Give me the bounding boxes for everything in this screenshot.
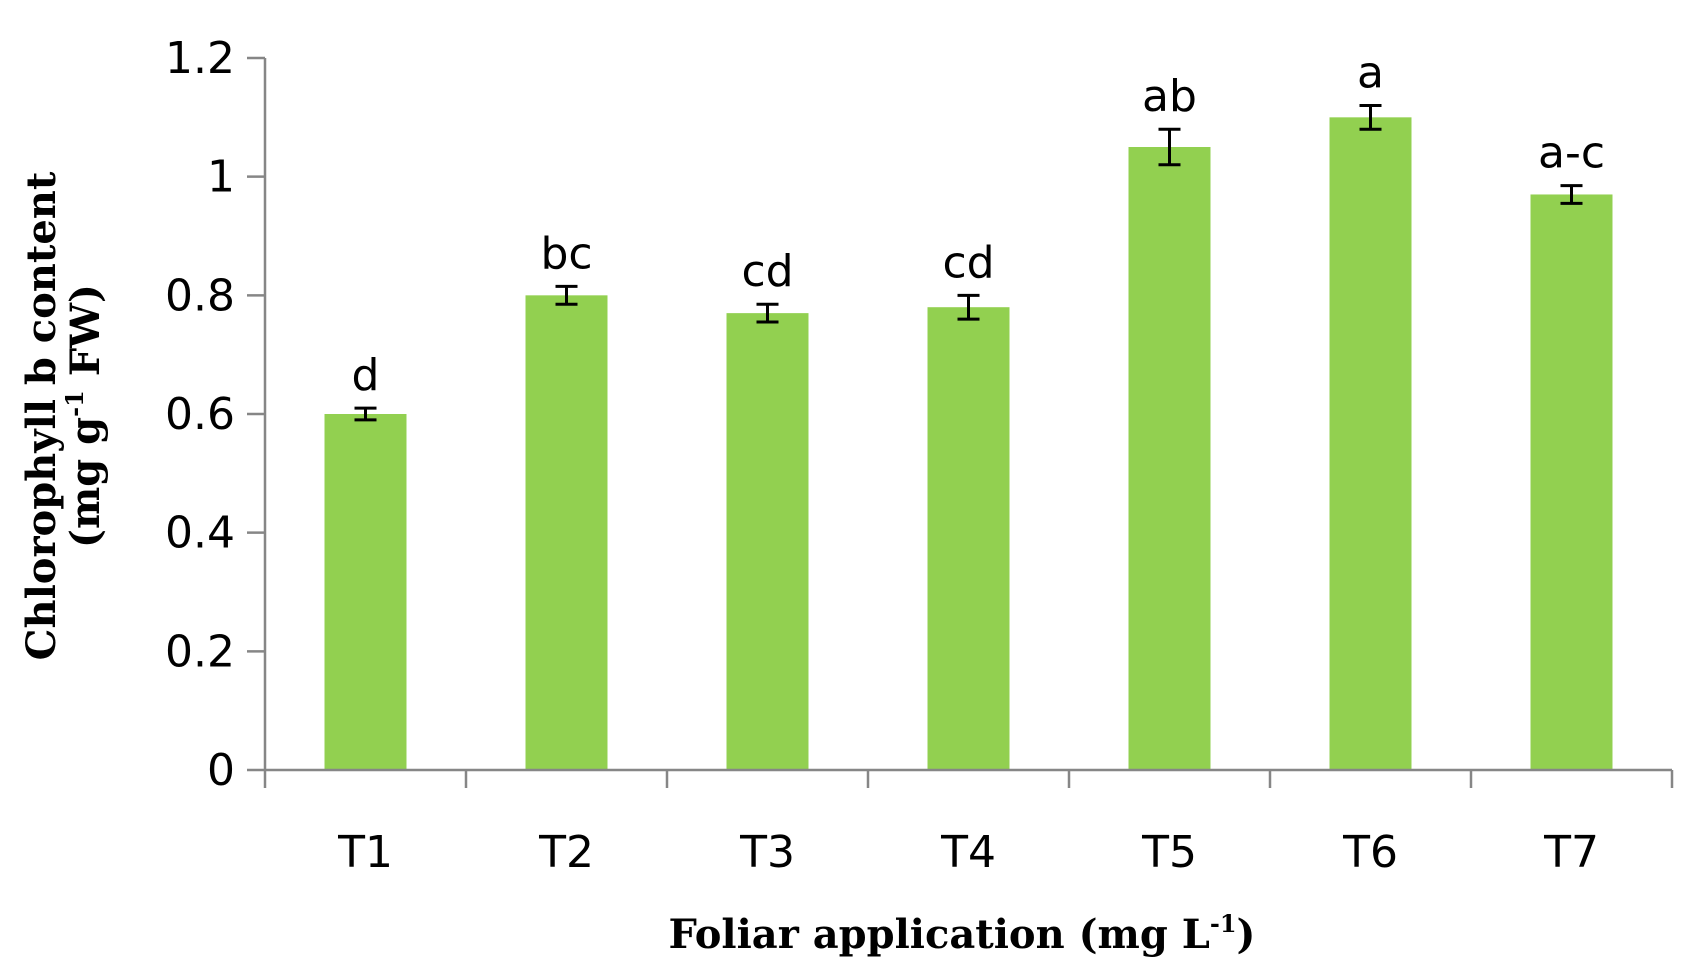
y-axis-title-line2-main: (mg g [62,417,109,548]
significance-label: a-c [1538,128,1605,179]
x-axis-title: Foliar application (mg L-1) [669,909,1256,958]
bar-t6 [1329,117,1412,771]
error-bar-t4 [957,293,980,321]
x-category-label: T1 [337,827,393,878]
y-axis-title-line1: Chlorophyll b content [18,171,65,660]
bar-t3 [726,313,809,770]
y-axis-title-group: Chlorophyll b content (mg g-1 FW) [18,171,109,660]
x-category-label: T6 [1342,827,1398,878]
x-axis-title-end: ) [1237,911,1256,958]
y-tick-label: 0 [207,745,235,796]
x-axis-title-sup: -1 [1210,909,1237,938]
significance-label: d [352,350,380,401]
x-axis-title-main: Foliar application (mg L [669,911,1210,958]
significance-label: cd [741,246,793,297]
error-bar-t1 [354,406,377,422]
y-tick-label: 0.8 [165,270,235,321]
bars-layer [324,117,1613,771]
y-tick-label: 0.2 [165,626,235,677]
y-axis-title-line2: (mg g-1 FW) [60,284,109,548]
y-axis-title-line2-sup: -1 [60,390,89,417]
axes-layer [247,56,1674,788]
y-axis-title-line2-end: FW) [62,284,109,390]
bar-t4 [927,307,1010,770]
bar-t2 [525,295,608,770]
bar-t7 [1530,194,1613,770]
y-tick-label: 1.2 [165,33,235,84]
y-tick-label: 0.6 [165,389,235,440]
x-category-label: T4 [940,827,996,878]
error-bar-t7 [1560,184,1583,205]
error-bar-t5 [1158,127,1181,167]
significance-label: cd [942,237,994,288]
x-category-label: T2 [538,827,594,878]
error-bar-t6 [1359,103,1382,131]
error-bars-layer [354,103,1583,422]
x-category-label: T7 [1543,827,1599,878]
error-bar-t3 [756,302,779,324]
y-tick-label: 1 [207,152,235,203]
y-tick-label: 0.4 [165,508,235,559]
error-bar-t2 [555,284,578,306]
significance-label: ab [1142,71,1197,122]
significance-label: a [1357,47,1384,98]
bar-t1 [324,414,407,770]
bar-t5 [1128,147,1211,770]
x-category-label: T3 [739,827,795,878]
labels-layer: 0 0.2 0.4 0.6 0.8 1 1.2 d T1 bc T2 cd T3 cd T4 ab T5 a T6 a… [165,33,1605,878]
significance-label: bc [540,228,592,279]
x-category-label: T5 [1141,827,1197,878]
